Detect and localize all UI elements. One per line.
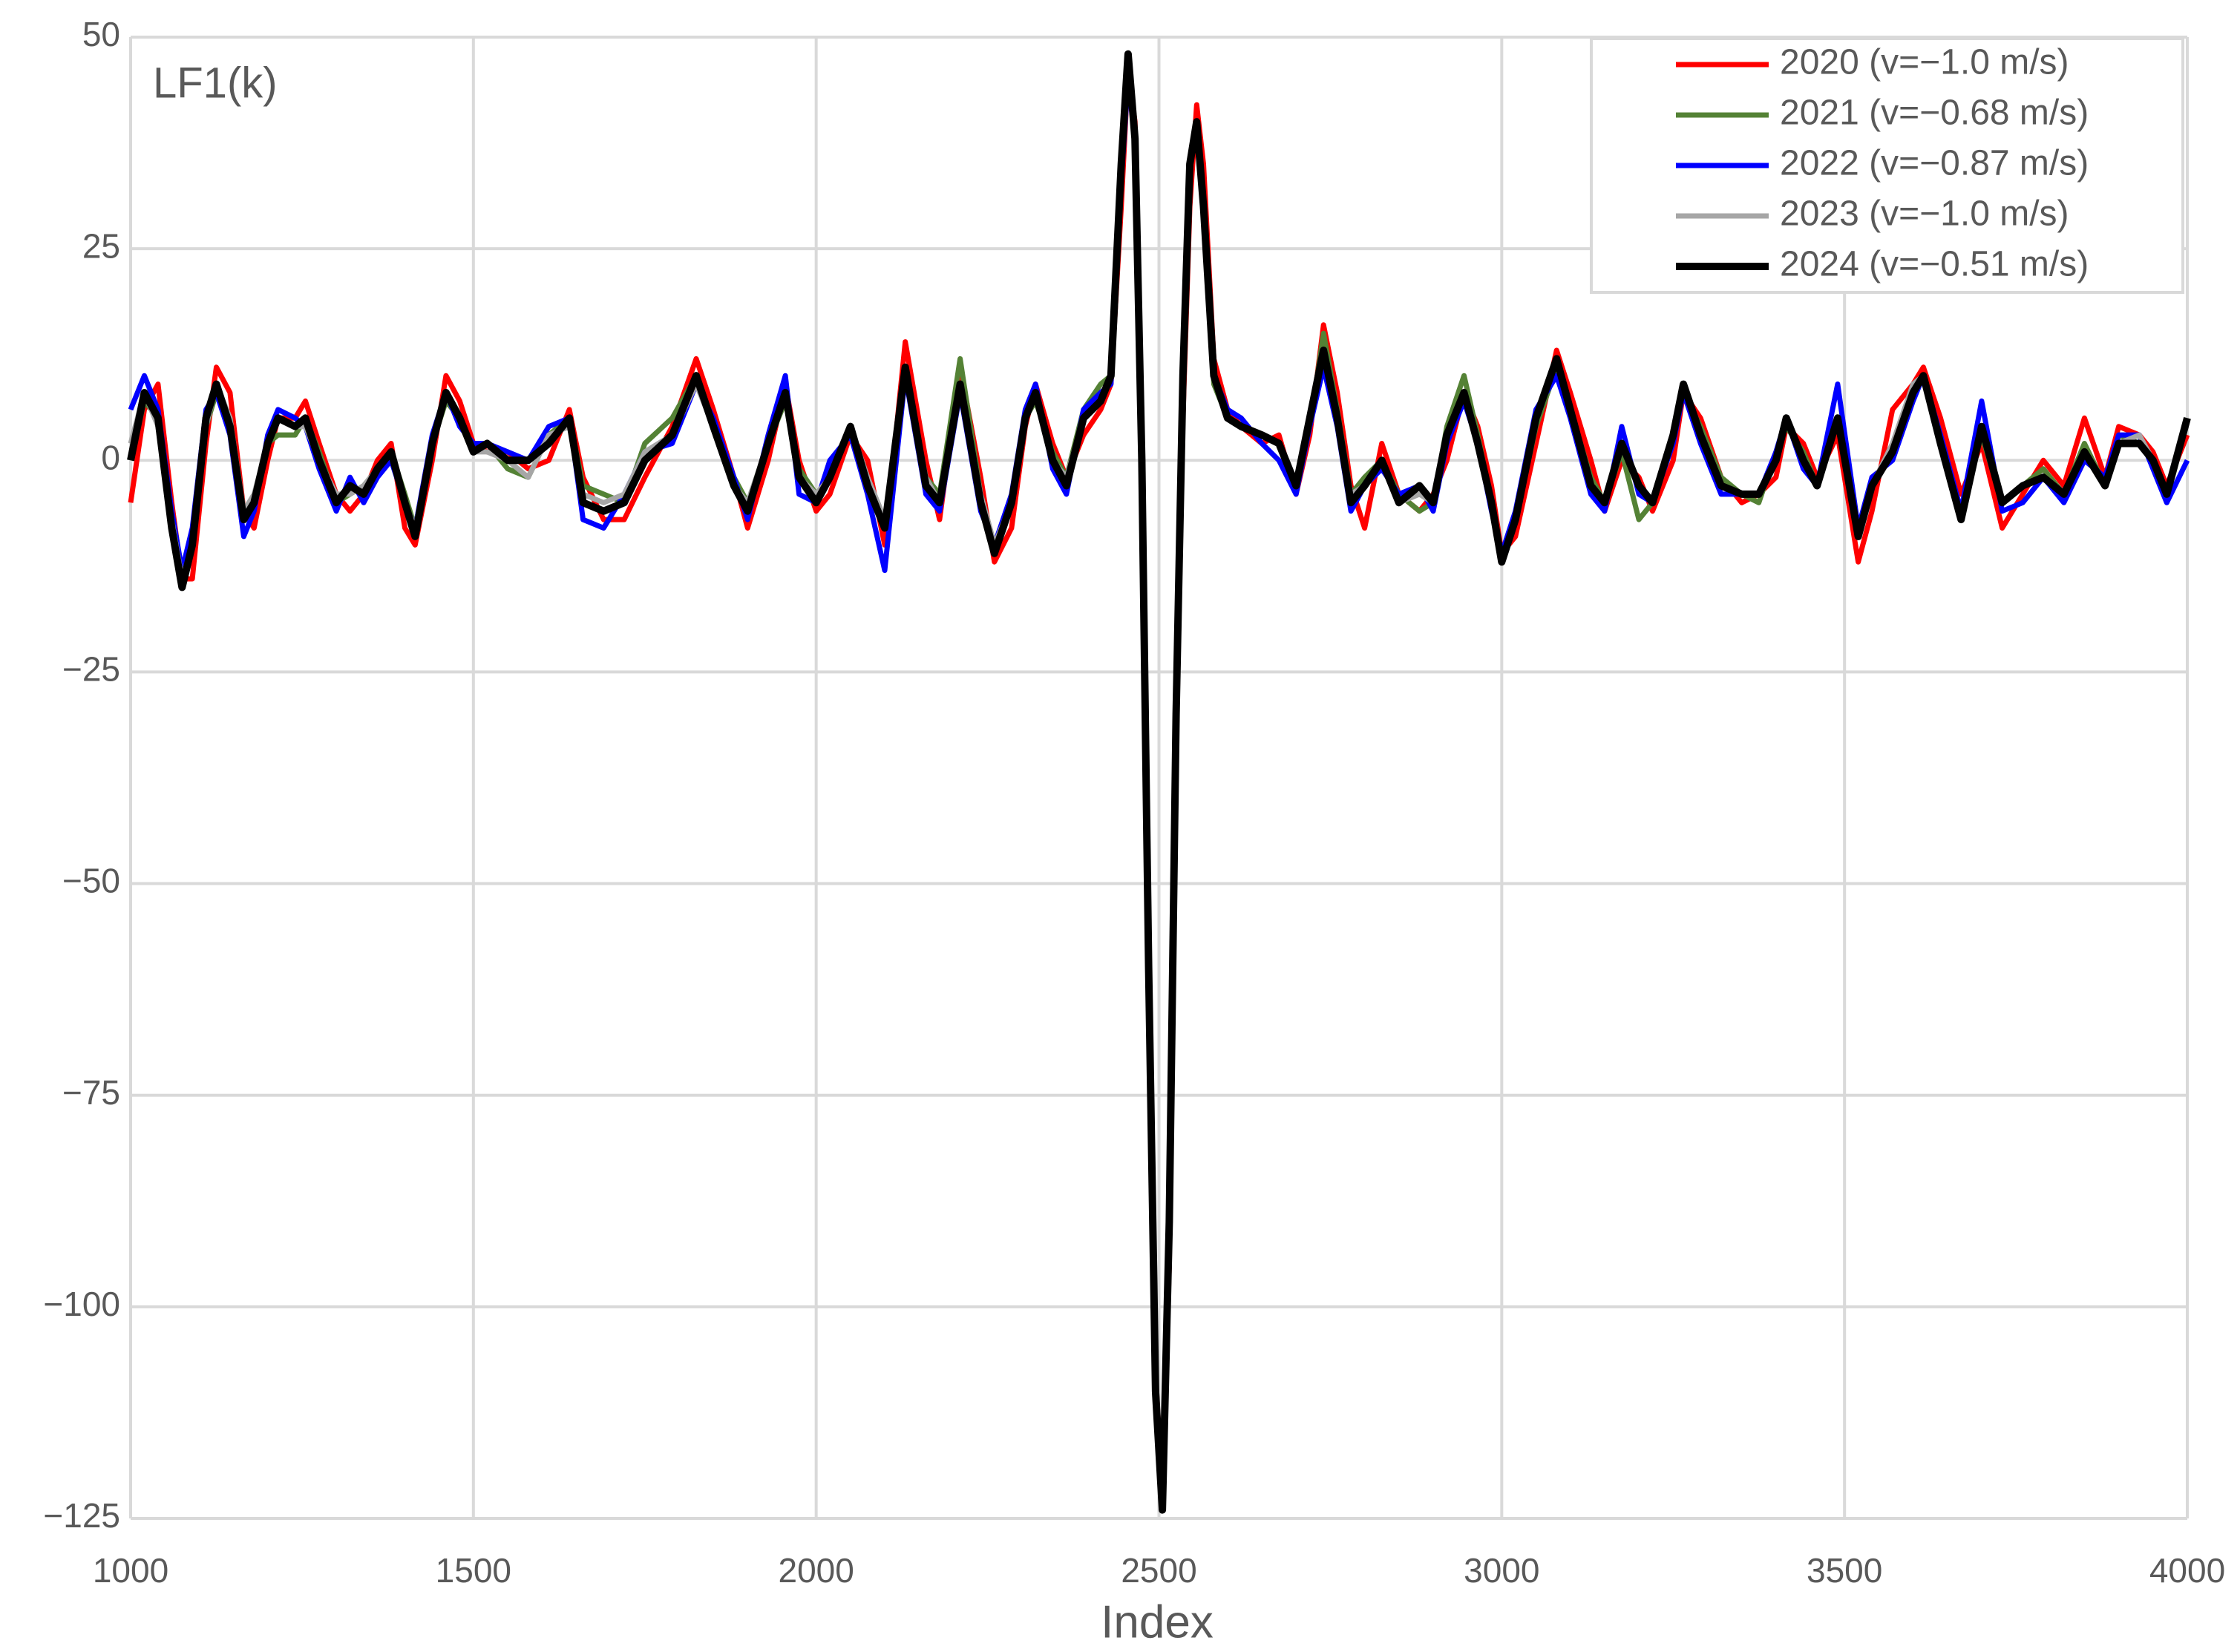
y-tick-label: −75 (62, 1073, 120, 1112)
y-tick-label: −25 (62, 650, 120, 689)
annotation: LF1(k) (153, 59, 278, 107)
legend-label: 2024 (v=−0.51 m/s) (1780, 245, 2089, 284)
legend-label: 2022 (v=−0.87 m/s) (1780, 144, 2089, 183)
y-tick-label: 25 (82, 226, 120, 265)
x-tick-label: 4000 (2149, 1551, 2225, 1590)
legend-label: 2021 (v=−0.68 m/s) (1780, 94, 2089, 133)
series-line (127, 50, 2191, 1514)
y-tick-label: −50 (62, 862, 120, 900)
x-tick-label: 1000 (93, 1551, 168, 1590)
x-tick-label: 3000 (1464, 1551, 1539, 1590)
legend-label: 2020 (v=−1.0 m/s) (1780, 43, 2069, 82)
x-tick-label: 2000 (778, 1551, 854, 1590)
x-tick-label: 1500 (436, 1551, 511, 1590)
y-tick-label: −100 (43, 1285, 120, 1323)
grid (129, 36, 2189, 1520)
y-tick-label: −125 (43, 1496, 120, 1535)
legend-label: 2023 (v=−1.0 m/s) (1780, 194, 2069, 234)
y-tick-label: 50 (82, 15, 120, 53)
x-tick-label: 2500 (1121, 1551, 1196, 1590)
x-tick-label: 3500 (1807, 1551, 1882, 1590)
y-tick-label: 0 (101, 438, 120, 476)
x-axis-label: Index (1101, 1596, 1214, 1648)
